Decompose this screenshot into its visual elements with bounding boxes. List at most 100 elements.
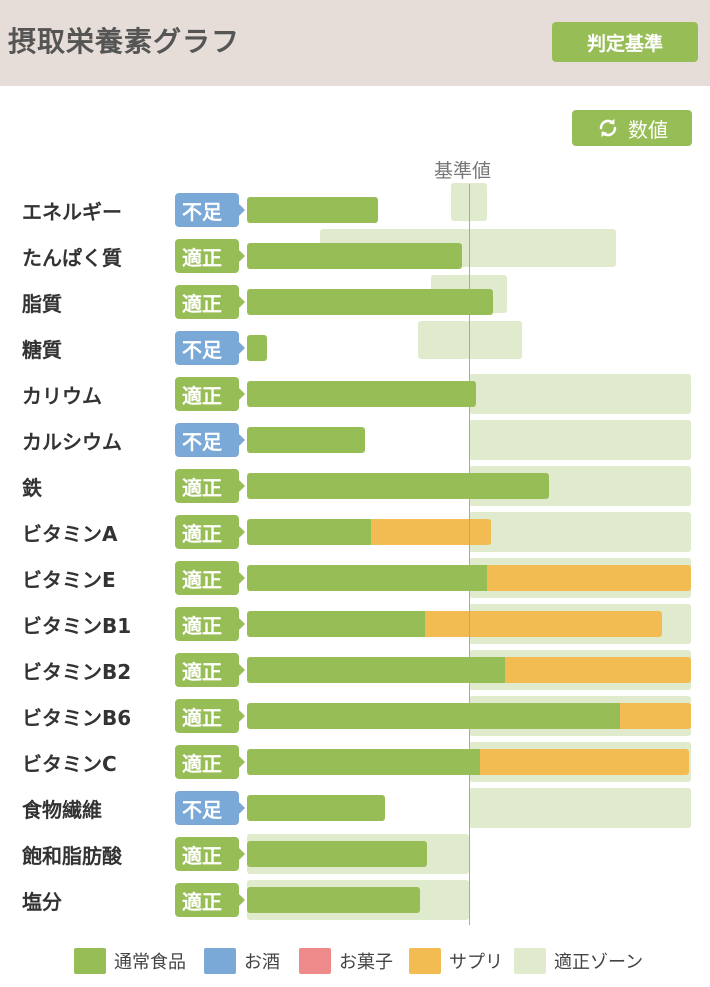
status-badge: 適正	[175, 837, 245, 871]
chart-row: ビタミンC 適正	[0, 742, 710, 782]
value-toggle-label: 数値	[628, 117, 668, 142]
nutrient-label: 食物繊維	[22, 798, 102, 822]
nutrient-label: エネルギー	[22, 200, 122, 224]
optimal-zone	[451, 183, 487, 221]
chart-row: ビタミンB1 適正	[0, 604, 710, 644]
optimal-zone	[469, 512, 691, 552]
legend-swatch-sweets	[299, 948, 331, 974]
nutrient-label: たんぱく質	[22, 246, 122, 270]
bar-food	[247, 611, 425, 637]
nutrient-label: カルシウム	[22, 430, 122, 454]
chart-row: カリウム 適正	[0, 374, 710, 414]
status-badge: 適正	[175, 515, 245, 549]
bar-supplement	[371, 519, 492, 545]
status-badge: 適正	[175, 653, 245, 687]
status-badge: 適正	[175, 469, 245, 503]
status-badge: 適正	[175, 699, 245, 733]
legend-label: お酒	[244, 952, 280, 973]
optimal-zone	[469, 788, 691, 828]
legend-item-alcohol: お酒	[204, 948, 280, 974]
page-title: 摂取栄養素グラフ	[8, 25, 241, 58]
status-badge: 適正	[175, 377, 245, 411]
bar-food	[247, 335, 267, 361]
bar-supplement	[619, 703, 691, 729]
chart-row: エネルギー 不足	[0, 183, 710, 230]
optimal-zone	[417, 321, 523, 359]
status-badge: 不足	[175, 791, 245, 825]
status-badge: 適正	[175, 607, 245, 641]
bar-food	[247, 565, 487, 591]
bar-food	[247, 473, 549, 499]
nutrient-label: ビタミンE	[22, 568, 116, 592]
legend-label: お菓子	[339, 952, 393, 973]
legend-label: 通常食品	[114, 952, 186, 973]
chart-row: ビタミンE 適正	[0, 558, 710, 598]
legend-item-food: 通常食品	[74, 948, 186, 974]
bar-food	[247, 289, 494, 315]
nutrient-label: 塩分	[22, 890, 62, 914]
bar-food	[247, 427, 365, 453]
status-badge: 適正	[175, 285, 245, 319]
legend-swatch-supplement	[409, 948, 441, 974]
chart-legend: 通常食品 お酒 お菓子 サプリ 適正ゾーン	[0, 948, 710, 980]
status-badge: 適正	[175, 561, 245, 595]
nutrient-label: 鉄	[22, 476, 42, 500]
chart-row: たんぱく質 適正	[0, 229, 710, 276]
legend-swatch-zone	[514, 948, 546, 974]
legend-item-sweets: お菓子	[299, 948, 393, 974]
nutrient-label: ビタミンB6	[22, 706, 132, 730]
bar-food	[247, 657, 505, 683]
legend-label: 適正ゾーン	[554, 952, 644, 973]
chart-row: ビタミンB6 適正	[0, 696, 710, 736]
nutrient-label: カリウム	[22, 384, 102, 408]
reference-line	[469, 184, 470, 925]
status-badge: 不足	[175, 331, 245, 365]
header-bar: 摂取栄養素グラフ 判定基準	[0, 0, 710, 86]
legend-label: サプリ	[449, 952, 503, 973]
chart-row: 食物繊維 不足	[0, 788, 710, 828]
legend-item-zone: 適正ゾーン	[514, 948, 643, 974]
bar-food	[247, 519, 372, 545]
nutrient-label: 糖質	[22, 338, 62, 362]
nutrient-label: 脂質	[22, 292, 62, 316]
bar-food	[247, 197, 378, 223]
status-badge: 適正	[175, 239, 245, 273]
legend-item-supplement: サプリ	[409, 948, 503, 974]
chart-row: 脂質 適正	[0, 275, 710, 322]
optimal-zone	[469, 420, 691, 460]
chart-row: ビタミンB2 適正	[0, 650, 710, 690]
nutrient-label: 飽和脂肪酸	[22, 844, 122, 868]
reference-label: 基準値	[434, 160, 492, 182]
nutrient-label: ビタミンB1	[22, 614, 132, 638]
bar-supplement	[486, 565, 691, 591]
criteria-button[interactable]: 判定基準	[552, 22, 698, 62]
bar-food	[247, 703, 620, 729]
chart-row: 飽和脂肪酸 適正	[0, 834, 710, 874]
chart-row: 鉄 適正	[0, 466, 710, 506]
chart-row: カルシウム 不足	[0, 420, 710, 460]
bar-supplement	[480, 749, 689, 775]
legend-swatch-alcohol	[204, 948, 236, 974]
status-badge: 適正	[175, 883, 245, 917]
status-badge: 適正	[175, 745, 245, 779]
value-toggle-button[interactable]: 数値	[572, 110, 692, 146]
chart-row: 塩分 適正	[0, 880, 710, 920]
chart-row: 糖質 不足	[0, 321, 710, 368]
nutrient-label: ビタミンB2	[22, 660, 132, 684]
nutrient-label: ビタミンA	[22, 522, 118, 546]
bar-supplement	[504, 657, 691, 683]
chart-row: ビタミンA 適正	[0, 512, 710, 552]
bar-food	[247, 381, 476, 407]
bar-food	[247, 795, 385, 821]
bar-food	[247, 841, 427, 867]
legend-swatch-food	[74, 948, 106, 974]
bar-food	[247, 887, 421, 913]
bar-supplement	[424, 611, 663, 637]
bar-food	[247, 243, 463, 269]
bar-food	[247, 749, 481, 775]
refresh-icon	[599, 118, 617, 138]
nutrient-label: ビタミンC	[22, 752, 117, 776]
status-badge: 不足	[175, 193, 245, 227]
status-badge: 不足	[175, 423, 245, 457]
optimal-zone	[469, 374, 691, 414]
